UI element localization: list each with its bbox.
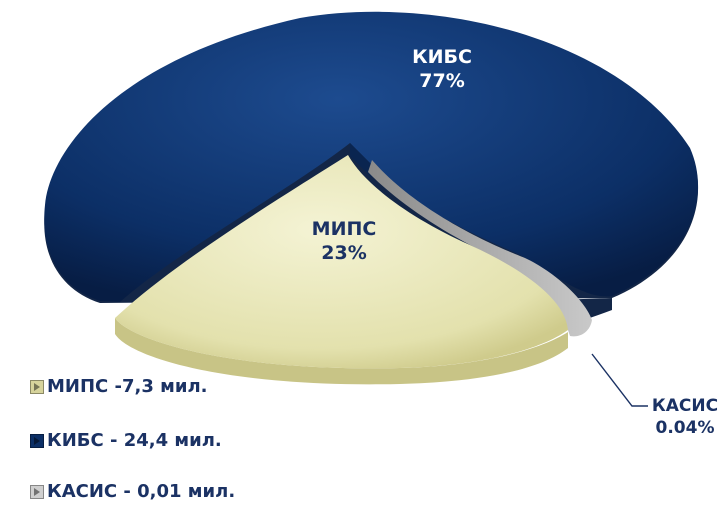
legend-swatch-kasis xyxy=(30,484,44,499)
label-kasis-percent: 0.04% xyxy=(655,418,715,438)
legend-swatch-kibs xyxy=(30,433,44,448)
label-kibs-percent: 77% xyxy=(419,70,465,92)
legend-item-kibs: КИБС - 24,4 мил. xyxy=(30,430,222,451)
label-kasis-name: КАСИС xyxy=(651,396,719,416)
label-kibs-name: КИБС xyxy=(412,46,472,68)
legend-label-kibs: КИБС - 24,4 мил. xyxy=(47,430,222,451)
legend-swatch-mips xyxy=(30,379,44,394)
label-mips: МИПС 23% xyxy=(299,217,389,265)
kasis-leader-line xyxy=(591,353,648,407)
legend-label-mips: МИПС -7,3 мил. xyxy=(47,376,208,397)
slice-kibs xyxy=(44,11,699,303)
legend-item-kasis: КАСИС - 0,01 мил. xyxy=(30,481,235,502)
label-mips-percent: 23% xyxy=(321,242,367,264)
label-mips-name: МИПС xyxy=(311,218,377,240)
legend-item-mips: МИПС -7,3 мил. xyxy=(30,376,208,397)
legend-label-kasis: КАСИС - 0,01 мил. xyxy=(47,481,236,502)
slice-kibs-inner-edge xyxy=(350,143,372,178)
label-kasis: КАСИС 0.04% xyxy=(645,395,725,439)
slice-mips xyxy=(115,155,568,369)
slice-mips-side xyxy=(115,318,568,385)
label-kibs: КИБС 77% xyxy=(407,45,477,93)
slice-kasis xyxy=(368,160,592,337)
